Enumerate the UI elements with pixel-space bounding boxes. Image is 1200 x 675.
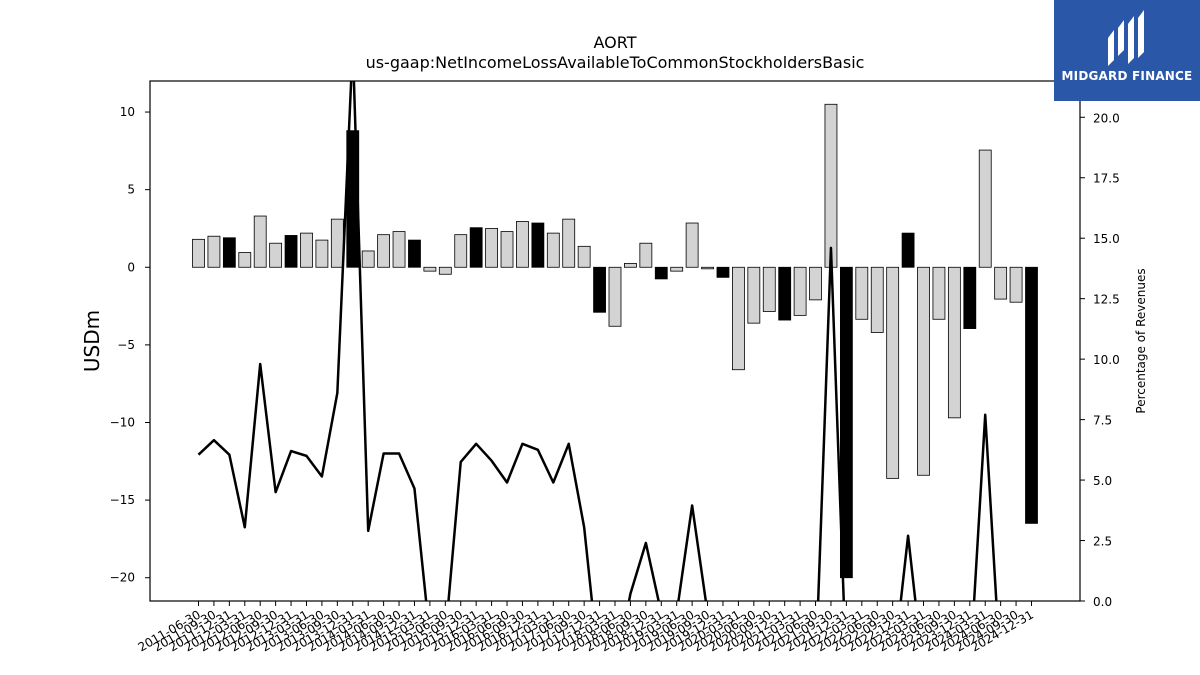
bar-2021-03-31 — [793, 266, 807, 316]
bar-2011-06-30 — [192, 238, 205, 268]
y2-tick-label: 7.5 — [1093, 414, 1112, 428]
bar-2019-06-30 — [685, 222, 699, 268]
bar-2023-03-31 — [917, 266, 930, 476]
bar-2017-06-30 — [562, 218, 576, 268]
bar-2012-09-30 — [269, 242, 283, 268]
y2-tick-label: 5.0 — [1093, 474, 1112, 488]
y-tick-label: −15 — [110, 493, 135, 507]
bar-2021-09-30 — [824, 103, 838, 268]
bar-2014-03-31 — [361, 250, 375, 268]
bar-2018-12-31 — [654, 266, 668, 280]
bar-2018-09-30 — [639, 242, 653, 268]
y-tick-label: −10 — [110, 415, 135, 429]
bar-2019-09-30 — [701, 266, 714, 270]
bar-2023-06-30 — [932, 266, 946, 320]
plot-frame — [149, 80, 1081, 602]
y2-axis-label: Percentage of Revenues — [1134, 268, 1148, 413]
y-axis-left: 10 5 0 −5 −10 −15 −20 — [110, 105, 150, 585]
bar-2015-09-30 — [454, 234, 468, 268]
bar-2017-09-30 — [577, 245, 591, 268]
y2-tick-label: 10.0 — [1093, 353, 1120, 367]
bar-2011-09-30 — [207, 235, 221, 268]
bar-2017-03-31 — [546, 232, 560, 268]
chart-title: AORT — [594, 33, 637, 52]
logo-icon — [1108, 10, 1144, 66]
bar-2012-06-30 — [253, 215, 267, 268]
bar-2014-12-31 — [408, 239, 421, 268]
bar-2015-03-31 — [423, 266, 437, 272]
bar-2020-12-31 — [778, 266, 792, 321]
y-axis-right: 0.0 2.5 5.0 7.5 10.0 12.5 15.0 17.5 20.0 — [1080, 111, 1120, 609]
bar-2020-09-30 — [762, 266, 776, 312]
bar-2019-12-31 — [716, 266, 730, 278]
y-tick-label: −5 — [117, 338, 135, 352]
bar-2012-03-31 — [238, 252, 252, 268]
y-tick-label: 10 — [120, 105, 135, 119]
y2-tick-label: 15.0 — [1093, 232, 1120, 246]
y2-tick-label: 2.5 — [1093, 535, 1112, 549]
logo-text: MIDGARD FINANCE — [1061, 69, 1193, 83]
bar-2017-12-31 — [593, 266, 606, 313]
bar-2022-03-31 — [855, 266, 869, 320]
y-tick-label: 0 — [127, 260, 135, 274]
bar-2019-03-31 — [670, 266, 684, 272]
percentage-line — [197, 81, 998, 601]
bar-2013-09-30 — [330, 218, 344, 268]
line-group — [197, 81, 998, 601]
bar-2022-12-31 — [901, 232, 915, 268]
bar-2018-03-31 — [608, 266, 622, 327]
bar-2024-12-31 — [1025, 266, 1038, 524]
bar-2016-06-30 — [500, 231, 514, 268]
bar-2013-03-31 — [300, 232, 313, 268]
bar-2023-09-30 — [947, 266, 961, 419]
y2-tick-label: 0.0 — [1093, 595, 1112, 609]
bar-2022-09-30 — [886, 266, 900, 479]
y2-tick-label: 20.0 — [1093, 111, 1120, 125]
bar-2013-06-30 — [315, 239, 329, 268]
bar-2020-06-30 — [747, 266, 761, 324]
bar-2012-12-31 — [284, 235, 298, 268]
bar-2011-12-31 — [222, 237, 236, 268]
bar-2022-06-30 — [870, 266, 884, 333]
bar-2024-09-30 — [1009, 266, 1023, 303]
bar-2014-06-30 — [377, 234, 391, 268]
bar-2018-06-30 — [624, 262, 637, 268]
y2-tick-label: 12.5 — [1093, 293, 1120, 307]
bar-2016-09-30 — [516, 221, 529, 268]
bar-2020-03-31 — [732, 266, 745, 371]
bar-2015-06-30 — [438, 266, 452, 275]
bar-2016-03-31 — [485, 228, 498, 268]
y2-tick-label: 17.5 — [1093, 172, 1120, 186]
bar-2021-06-30 — [809, 266, 822, 301]
logo: MIDGARD FINANCE — [1054, 0, 1200, 101]
y-tick-label: −20 — [110, 571, 135, 585]
chart-subtitle: us-gaap:NetIncomeLossAvailableToCommonSt… — [366, 53, 865, 72]
bar-2024-03-31 — [978, 149, 992, 268]
bar-2023-12-31 — [963, 266, 977, 329]
bar-2024-06-30 — [994, 266, 1008, 300]
bar-2015-12-31 — [469, 227, 483, 268]
bar-2021-12-31 — [839, 266, 853, 579]
bar-2014-09-30 — [392, 231, 406, 268]
y-tick-label: 5 — [127, 183, 135, 197]
bar-2016-12-31 — [531, 222, 545, 268]
x-axis: 2011-06-302011-09-302011-12-312012-03-31… — [136, 601, 1036, 654]
bars-group — [192, 103, 1038, 579]
y-axis-label: USDm — [80, 310, 104, 372]
